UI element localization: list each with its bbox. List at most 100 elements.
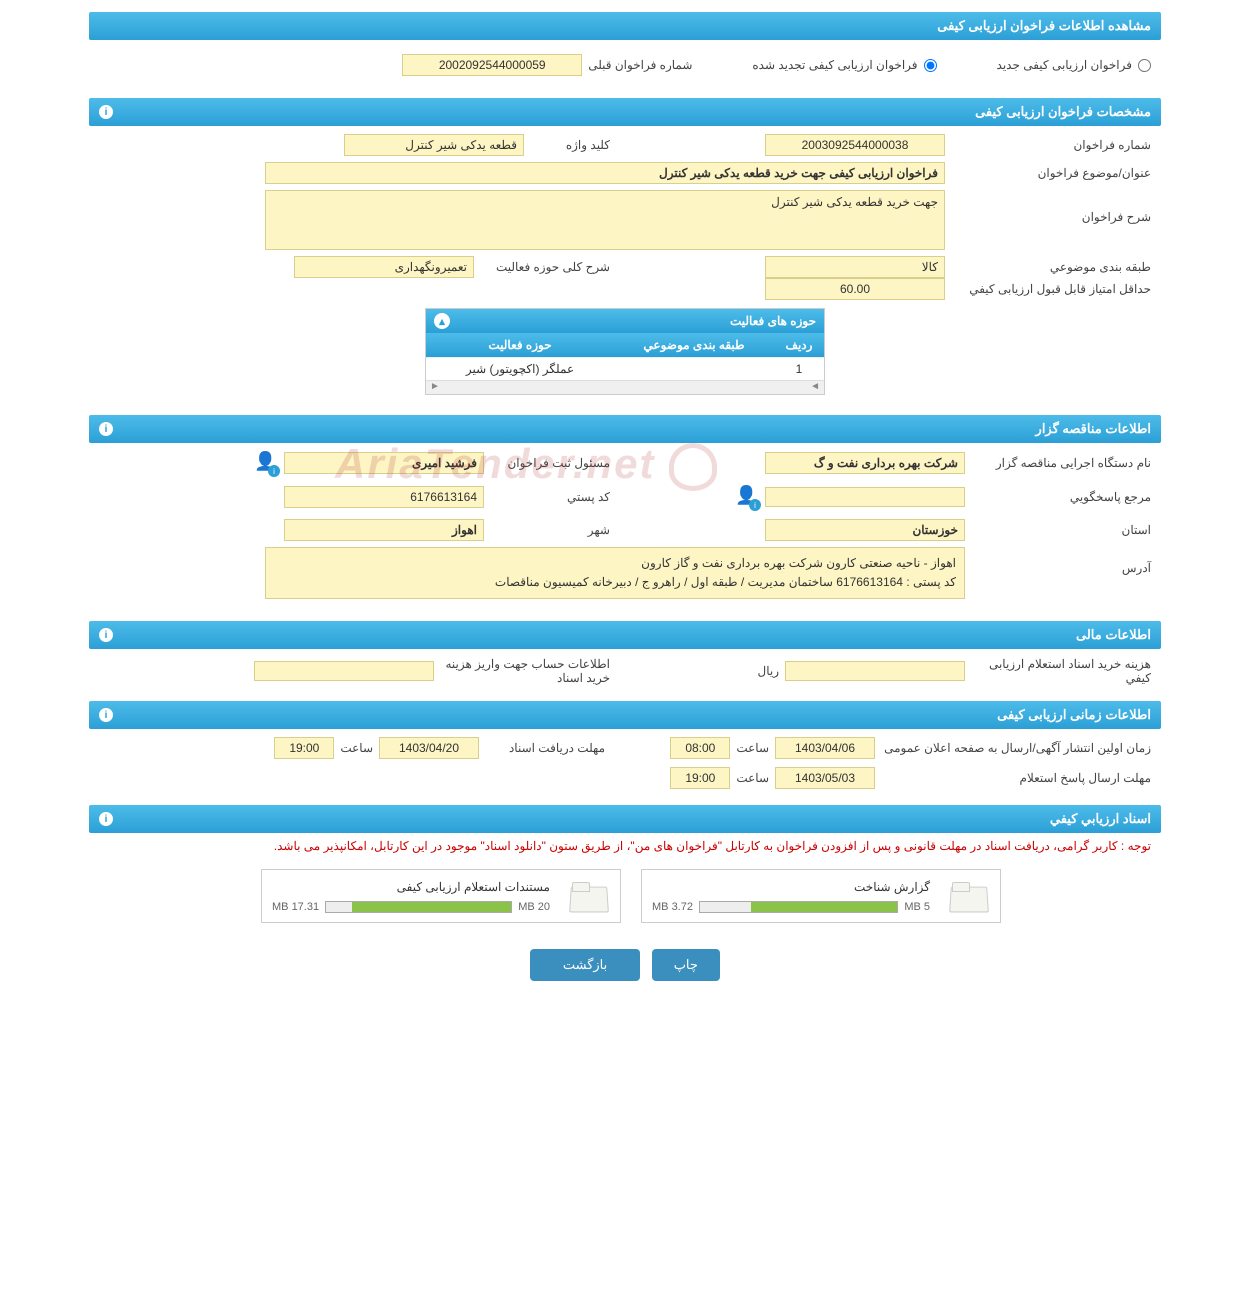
time-publish-time-label: ساعت	[736, 741, 769, 755]
org-responsible-label: مسئول ثبت فراخوان	[490, 456, 610, 470]
spec-desc-field: جهت خرید قطعه یدکی شیر کنترل	[265, 190, 945, 250]
spec-number-field: 2003092544000038	[765, 134, 945, 156]
doc-bar-track	[699, 901, 898, 913]
time-publish-date: 1403/04/06	[775, 737, 875, 759]
org-province-label: استان	[971, 523, 1151, 537]
time-header-title: اطلاعات زمانی ارزیابی کیفی	[997, 707, 1151, 723]
prev-number-label: شماره فراخوان قبلی	[588, 58, 692, 72]
activity-th-act: حوزه فعالیت	[426, 333, 614, 357]
activity-th-cat: طبقه بندی موضوعي	[614, 333, 774, 357]
finance-body: هزینه خرید اسناد استعلام ارزیابی کیفي ری…	[89, 649, 1161, 693]
spec-header: مشخصات فراخوان ارزیابی کیفی i	[89, 98, 1161, 126]
finance-cost-label: هزینه خرید اسناد استعلام ارزیابی کیفي	[971, 657, 1151, 685]
time-header: اطلاعات زمانی ارزیابی کیفی i	[89, 701, 1161, 729]
doc-bar: 5 MB 3.72 MB	[652, 901, 930, 913]
spec-keyword-field: قطعه یدکی شیر کنترل	[344, 134, 524, 156]
time-response-time-label: ساعت	[736, 771, 769, 785]
activity-td-cat	[614, 357, 774, 380]
info-icon: i	[99, 105, 113, 119]
time-body: زمان اولین انتشار آگهی/ارسال به صفحه اعل…	[89, 729, 1161, 797]
radio-new-input[interactable]	[1138, 59, 1151, 72]
org-responsible-field: فرشید امیری	[284, 452, 484, 474]
time-publish-time: 08:00	[670, 737, 730, 759]
spec-minscore-label: حداقل امتیاز قابل قبول ارزیابی کیفي	[951, 282, 1151, 296]
doc-bar-track	[325, 901, 512, 913]
radio-renewed-input[interactable]	[924, 59, 937, 72]
doc-total: 5 MB	[904, 901, 930, 913]
time-response-date: 1403/05/03	[775, 767, 875, 789]
finance-account-field	[254, 661, 434, 681]
finance-header-title: اطلاعات مالی	[1076, 627, 1151, 643]
org-postal-label: کد پستي	[490, 490, 610, 504]
time-response-time: 19:00	[670, 767, 730, 789]
radio-new-label: فراخوان ارزیابی کیفی جدید	[997, 58, 1132, 72]
doc-used: 3.72 MB	[652, 901, 693, 913]
activity-td-act: عملگر (اکچویتور) شیر	[426, 357, 614, 380]
spec-body: شماره فراخوان 2003092544000038 کلید واژه…	[89, 126, 1161, 407]
doc-title: گزارش شناخت	[652, 880, 930, 894]
org-city-field: اهواز	[284, 519, 484, 541]
time-response-label: مهلت ارسال پاسخ استعلام	[881, 771, 1151, 785]
collapse-icon[interactable]: ▴	[434, 313, 450, 329]
back-button[interactable]: بازگشت	[530, 949, 640, 981]
docs-notice: توجه : کاربر گرامی، دریافت اسناد در مهلت…	[89, 833, 1161, 859]
prev-number-field: 2002092544000059	[402, 54, 582, 76]
org-address-field: اهواز - ناحیه صنعتی کارون شرکت بهره بردا…	[265, 547, 965, 599]
radio-new[interactable]: فراخوان ارزیابی کیفی جدید	[997, 58, 1151, 72]
doc-used: 17.31 MB	[272, 901, 319, 913]
doc-card[interactable]: مستندات استعلام ارزیابی کیفی 20 MB 17.31…	[261, 869, 621, 923]
info-icon: i	[99, 422, 113, 436]
time-publish-label: زمان اولین انتشار آگهی/ارسال به صفحه اعل…	[881, 741, 1151, 755]
spec-number-label: شماره فراخوان	[951, 138, 1151, 152]
call-type-row: فراخوان ارزیابی کیفی جدید فراخوان ارزیاب…	[89, 40, 1161, 90]
page-title-bar: مشاهده اطلاعات فراخوان ارزیابی کیفی	[89, 12, 1161, 40]
activity-td-idx: 1	[774, 357, 824, 380]
finance-cost-field	[785, 661, 965, 681]
doc-bar-fill	[751, 902, 897, 912]
folder-icon	[946, 878, 990, 914]
org-ref-label: مرجع پاسخگویي	[971, 490, 1151, 504]
activity-th-idx: ردیف	[774, 333, 824, 357]
spec-class-field: کالا	[765, 256, 945, 278]
radio-renewed[interactable]: فراخوان ارزیابی کیفی تجدید شده	[752, 58, 936, 72]
spec-desc-label: شرح فراخوان	[951, 190, 1151, 224]
activity-table-row: 1 عملگر (اکچویتور) شیر	[426, 357, 824, 380]
info-icon: i	[99, 708, 113, 722]
spec-header-title: مشخصات فراخوان ارزیابی کیفی	[975, 104, 1151, 120]
docs-header: اسناد ارزیابي کیفي i	[89, 805, 1161, 833]
spec-title-field: فراخوان ارزیابی کیفی جهت خرید قطعه یدکی …	[265, 162, 945, 184]
prev-number-cell: شماره فراخوان قبلی 2002092544000059	[402, 54, 692, 76]
doc-title: مستندات استعلام ارزیابی کیفی	[272, 880, 550, 894]
person-icon[interactable]	[254, 451, 278, 475]
spec-minscore-field: 60.00	[765, 278, 945, 300]
org-address-line1: اهواز - ناحیه صنعتی کارون شرکت بهره بردا…	[274, 554, 956, 573]
time-receive-time-label: ساعت	[340, 741, 373, 755]
button-row: چاپ بازگشت	[89, 933, 1161, 997]
org-header: اطلاعات مناقصه گزار i	[89, 415, 1161, 443]
org-exec-field: شرکت بهره برداری نفت و گ	[765, 452, 965, 474]
org-header-title: اطلاعات مناقصه گزار	[1036, 421, 1151, 437]
spec-keyword-label: کلید واژه	[530, 138, 610, 152]
person-icon[interactable]	[735, 485, 759, 509]
page-title: مشاهده اطلاعات فراخوان ارزیابی کیفی	[937, 18, 1151, 34]
folder-icon	[566, 878, 610, 914]
time-receive-date: 1403/04/20	[379, 737, 479, 759]
finance-account-label: اطلاعات حساب جهت واریز هزینه خرید اسناد	[440, 657, 610, 685]
activity-scrollbar[interactable]: ◄►	[426, 380, 824, 394]
doc-card[interactable]: گزارش شناخت 5 MB 3.72 MB	[641, 869, 1001, 923]
spec-class-label: طبقه بندی موضوعي	[951, 260, 1151, 274]
time-receive-time: 19:00	[274, 737, 334, 759]
org-exec-label: نام دستگاه اجرایی مناقصه گزار	[971, 456, 1151, 470]
spec-scope-field: تعمیرونگهداری	[294, 256, 474, 278]
org-city-label: شهر	[490, 523, 610, 537]
doc-bar-fill	[352, 902, 511, 912]
print-button[interactable]: چاپ	[652, 949, 720, 981]
finance-currency: ریال	[757, 664, 779, 678]
activity-table-head: ردیف طبقه بندی موضوعي حوزه فعالیت	[426, 333, 824, 357]
info-icon: i	[99, 812, 113, 826]
spec-title-label: عنوان/موضوع فراخوان	[951, 166, 1151, 180]
docs-header-title: اسناد ارزیابي کیفي	[1050, 811, 1151, 827]
spec-scope-label: شرح کلی حوزه فعالیت	[480, 260, 610, 274]
org-body: نام دستگاه اجرایی مناقصه گزار شرکت بهره …	[89, 443, 1161, 613]
org-address-line2: کد پستی : 6176613164 ساختمان مدیریت / طب…	[274, 573, 956, 592]
